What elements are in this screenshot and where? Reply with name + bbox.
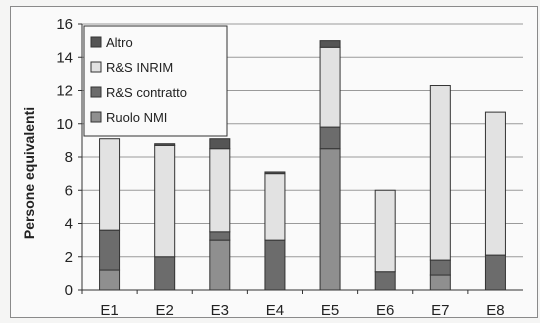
bar-e1-ruolo-nmi — [99, 269, 121, 291]
legend: Altro R&S INRIM R&S contratto Ruolo NMI — [83, 25, 228, 137]
x-tick-label: E5 — [321, 302, 339, 319]
y-tick-label: 8 — [65, 149, 73, 166]
legend-swatch — [90, 86, 102, 98]
y-tick-label: 2 — [65, 249, 73, 266]
bar-e3-r-s-inrim — [209, 148, 231, 233]
legend-swatch — [90, 36, 102, 48]
legend-label: R&S contratto — [106, 85, 187, 100]
bar-e1-r-s-inrim — [99, 138, 121, 231]
bar-e4-r-s-inrim — [264, 173, 286, 241]
bar-e7-r-s-inrim — [429, 85, 451, 261]
x-tick-label: E7 — [431, 302, 449, 319]
x-tick-label: E3 — [211, 302, 229, 319]
bar-e6-r-s-contratto — [374, 271, 396, 291]
x-tick-label: E8 — [486, 302, 504, 319]
bar-e8-r-s-inrim — [484, 111, 506, 256]
y-tick-label: 4 — [65, 216, 73, 233]
x-tick-label: E4 — [266, 302, 284, 319]
y-tick-label: 10 — [56, 116, 73, 133]
bar-e4-r-s-contratto — [264, 239, 286, 291]
bar-e3-r-s-contratto — [209, 231, 231, 241]
y-axis-label: Persone equivalenti — [21, 107, 37, 239]
bar-e5-r-s-inrim — [319, 46, 341, 128]
axis-layer: 0 2 4 6 8 10 12 14 16 E1 E2 E3 E4 E5 E6 E7 E8 — [56, 16, 523, 319]
bar-e5-altro — [319, 40, 341, 48]
bar-e3-ruolo-nmi — [209, 239, 231, 291]
bar-e8-r-s-contratto — [484, 254, 506, 291]
x-tick-label: E1 — [100, 302, 118, 319]
bar-e6-r-s-inrim — [374, 189, 396, 273]
legend-label: Altro — [106, 35, 133, 50]
y-tick-label: 14 — [56, 49, 73, 66]
bar-e5-r-s-contratto — [319, 126, 341, 150]
y-tick-label: 12 — [56, 83, 73, 100]
bar-e2-r-s-inrim — [154, 144, 176, 258]
legend-label: Ruolo NMI — [106, 110, 167, 125]
y-tick-label: 6 — [65, 182, 73, 199]
y-tick-label: 0 — [65, 282, 73, 299]
bar-e5-ruolo-nmi — [319, 148, 341, 291]
bar-e7-r-s-contratto — [429, 259, 451, 276]
legend-label: R&S INRIM — [106, 60, 173, 75]
bars-layer — [99, 40, 506, 291]
bar-e3-altro — [209, 138, 231, 150]
bar-e2-r-s-contratto — [154, 256, 176, 291]
legend-swatch — [90, 111, 102, 123]
bar-e2-altro — [154, 143, 176, 146]
bar-e1-r-s-contratto — [99, 229, 121, 271]
bar-e7-ruolo-nmi — [429, 274, 451, 291]
x-tick-label: E6 — [376, 302, 394, 319]
legend-swatch — [90, 61, 102, 73]
x-tick-label: E2 — [156, 302, 174, 319]
legend-box — [83, 25, 228, 137]
y-tick-label: 16 — [56, 16, 73, 33]
bar-e4-altro — [264, 171, 286, 175]
